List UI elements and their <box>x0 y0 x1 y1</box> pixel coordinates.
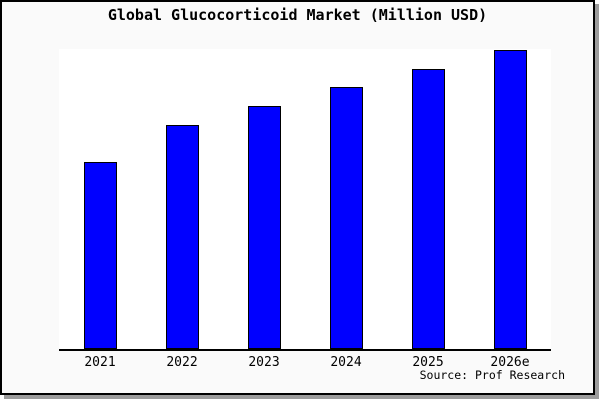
chart-title: Global Glucocorticoid Market (Million US… <box>107 6 488 24</box>
x-tick-label-2021: 2021 <box>84 355 116 370</box>
chart-frame: Global Glucocorticoid Market (Million US… <box>0 0 595 395</box>
x-tick-label-2025: 2025 <box>412 355 444 370</box>
bar-2026e <box>493 50 527 349</box>
x-tick-label-2022: 2022 <box>166 355 198 370</box>
source-credit: Source: Prof Research <box>419 368 565 382</box>
bar-2021 <box>83 162 117 349</box>
x-axis-labels: 2021 2022 2023 2024 2025 2026e <box>59 355 551 371</box>
x-tick-label-2024: 2024 <box>330 355 362 370</box>
x-tick-label-2026e: 2026e <box>490 355 530 370</box>
x-tick-label-2023: 2023 <box>248 355 280 370</box>
bar-2023 <box>247 106 281 349</box>
bar-2022 <box>165 125 199 349</box>
plot-area <box>59 49 551 351</box>
bar-2025 <box>411 69 445 349</box>
bar-2024 <box>329 87 363 349</box>
